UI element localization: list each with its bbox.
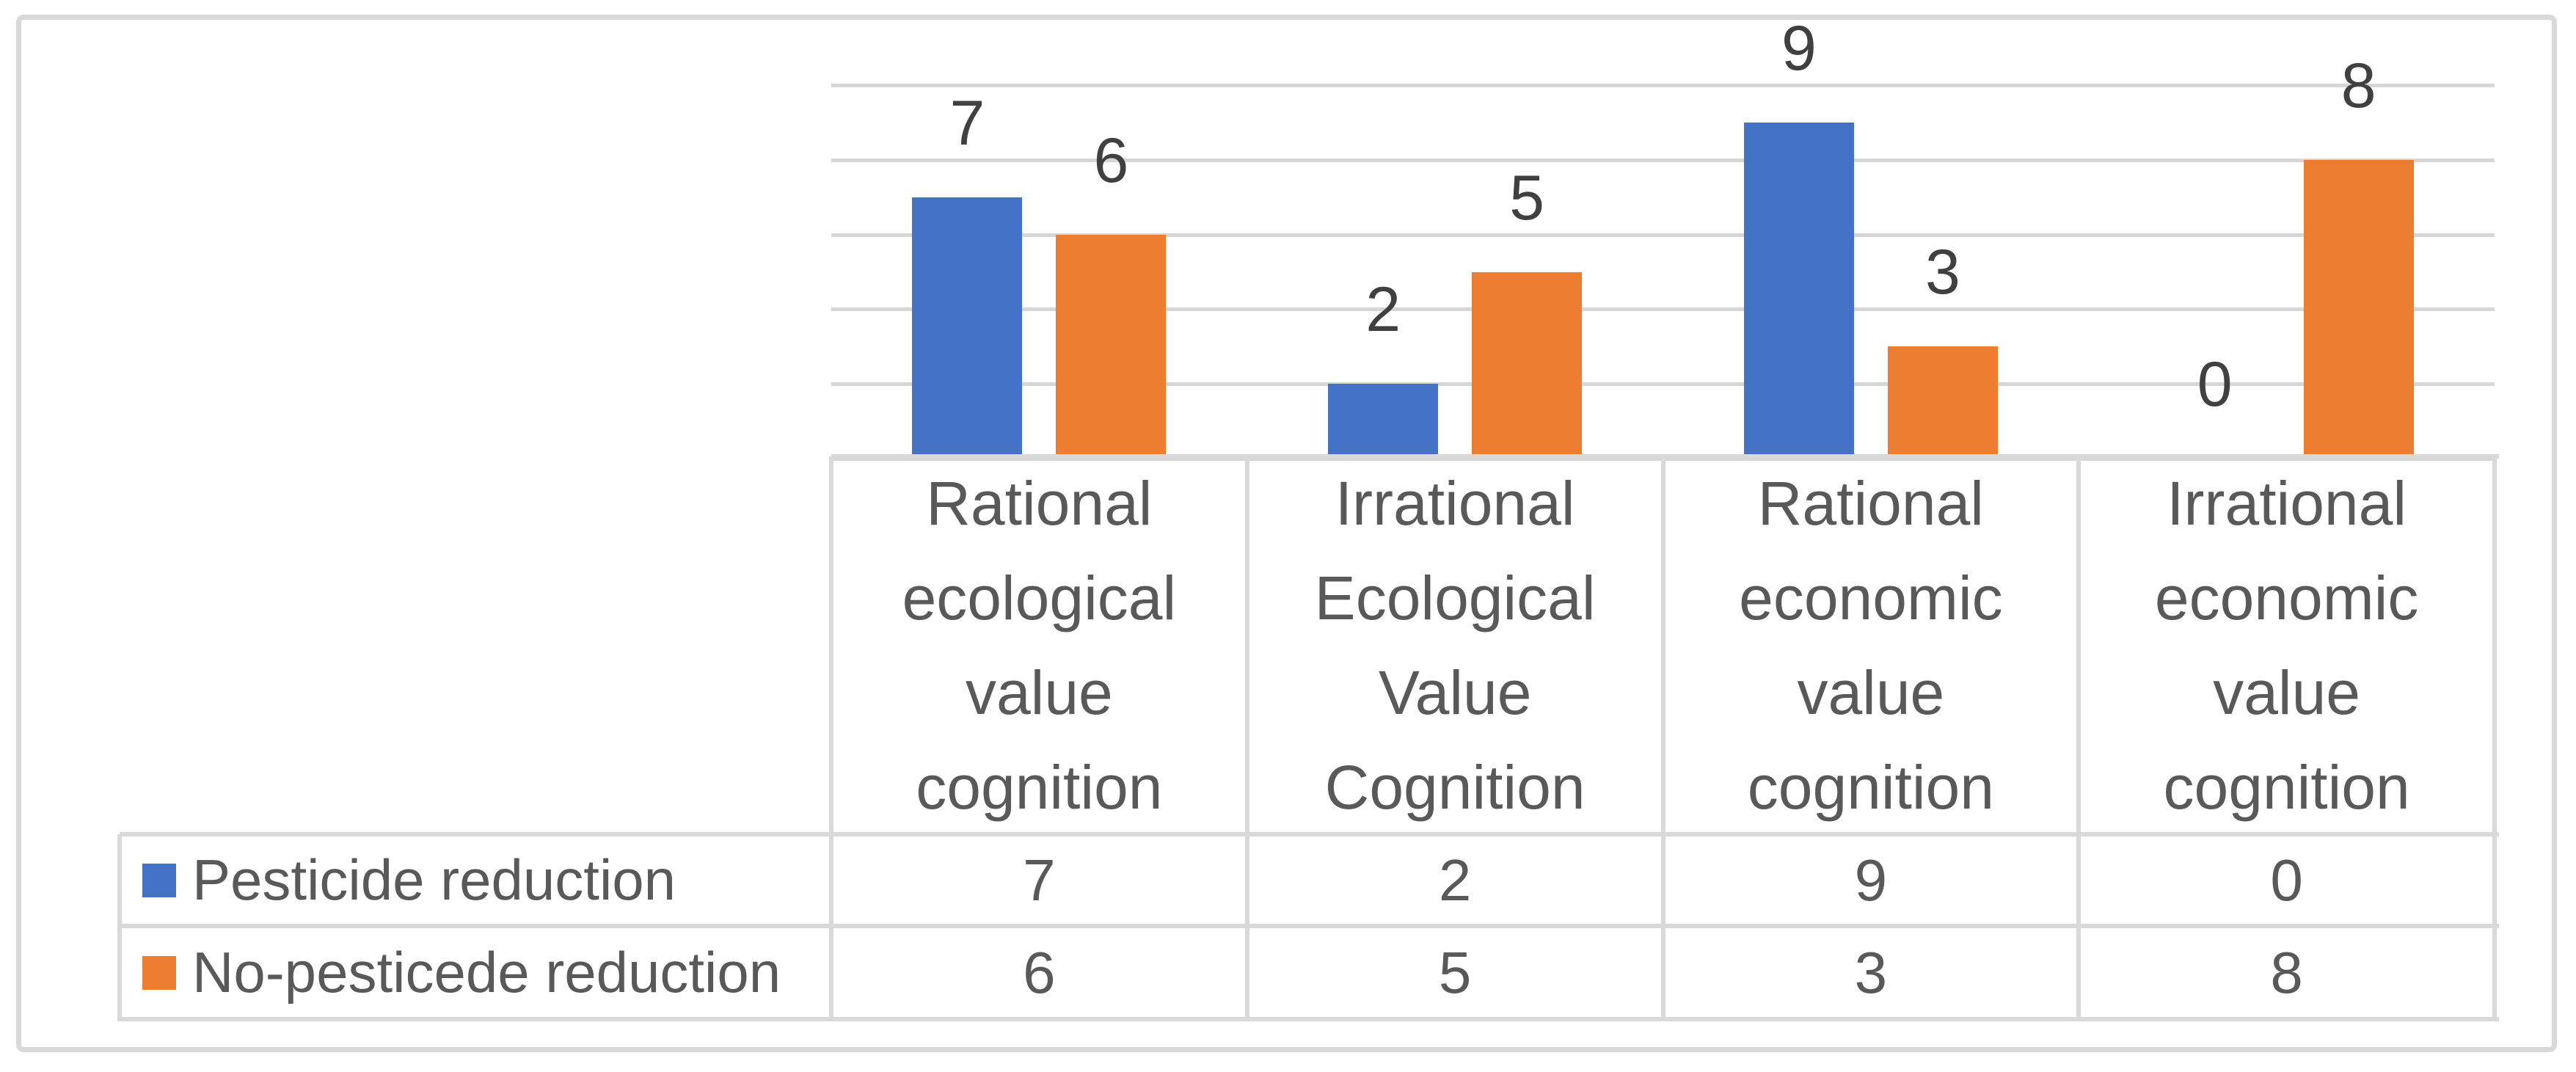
value-cell: 9 [1854,847,1888,913]
category-header-cell: Irrational Ecological Value Cognition [1314,468,1596,822]
bar-data-label: 7 [949,87,985,158]
table-border-line [1660,456,1665,1021]
value-cell: 6 [1023,939,1056,1005]
bar-pesticide-reduction-cat3 [1743,122,1854,459]
chart-outer-border [16,15,2557,1052]
category-header-cell: Irrational economic value cognition [2154,468,2419,822]
legend-label: No-pesticede reduction [192,940,781,1004]
value-cell: 8 [2270,939,2303,1005]
value-cell: 7 [1023,847,1056,913]
bar-data-label: 5 [1509,162,1545,233]
bar-pesticide-reduction-cat1 [912,197,1023,459]
category-header-cell: Rational economic value cognition [1739,468,2003,822]
value-cell: 5 [1438,939,1472,1005]
gridline [831,84,2495,87]
bar-data-label: 3 [1924,237,1960,308]
table-border-line [1244,456,1249,1021]
table-border-line [831,454,2499,459]
value-cell: 3 [1854,939,1888,1005]
bar-data-label: 0 [2197,349,2233,420]
gridline [831,307,2495,312]
bar-no-pesticede-reduction-cat4 [2303,159,2414,459]
bar-data-label: 2 [1365,274,1401,346]
legend-label: Pesticide reduction [192,847,676,912]
table-border-line [117,834,122,1021]
table-border-line [120,924,2499,928]
table-border-line [2076,456,2081,1021]
gridline [831,382,2495,387]
table-border-line [120,832,2499,836]
gridline [831,233,2495,237]
bar-no-pesticede-reduction-cat1 [1056,234,1167,459]
value-cell: 2 [1438,847,1472,913]
gridline [831,158,2495,162]
legend-swatch-pesticide-reduction [142,863,176,897]
bar-data-label: 8 [2340,50,2376,121]
table-border-line [2492,456,2497,1021]
bar-data-label: 6 [1093,125,1129,196]
value-cell: 0 [2270,847,2303,913]
legend-cell-pesticide-reduction: Pesticide reduction [122,836,829,924]
bar-no-pesticede-reduction-cat3 [1887,346,1998,459]
legend-swatch-no-pesticede-reduction [142,955,176,990]
table-border-line [120,1017,2499,1021]
bar-pesticide-reduction-cat2 [1328,384,1439,459]
bar-no-pesticede-reduction-cat2 [1472,271,1583,459]
legend-cell-no-pesticede-reduction: No-pesticede reduction [122,928,829,1017]
table-border-line [829,456,833,1021]
category-header-cell: Rational ecological value cognition [902,468,1177,822]
bar-data-label: 9 [1781,12,1817,84]
